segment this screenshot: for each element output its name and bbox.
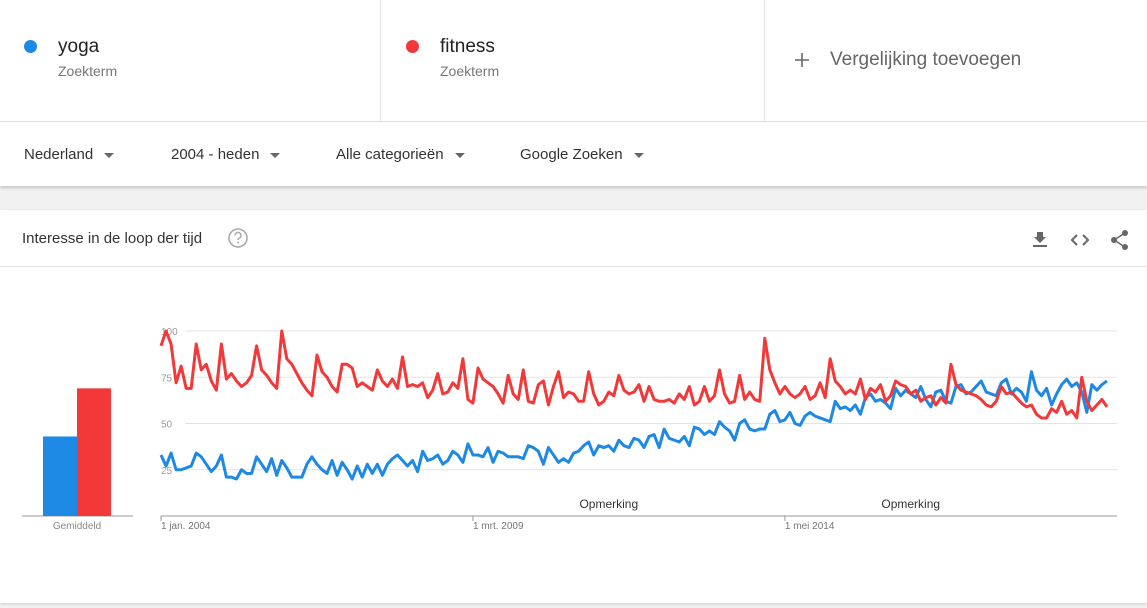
embed-icon[interactable] (1069, 230, 1091, 250)
plus-icon (795, 53, 809, 67)
add-compare-label: Vergelijking toevoegen (830, 49, 1022, 70)
average-bar (77, 388, 111, 516)
card-header: Interesse in de loop der tijd (0, 210, 1147, 267)
add-compare[interactable]: Vergelijking toevoegen (766, 0, 1147, 121)
chart-card: Interesse in de loop der tijd Gemiddeld 2… (0, 210, 1147, 603)
term-name: fitness (440, 36, 495, 57)
average-bar (43, 436, 77, 516)
share-icon[interactable] (1109, 229, 1131, 251)
download-icon[interactable] (1030, 230, 1050, 250)
y-tick-label: 75 (161, 373, 173, 384)
x-tick-label: 1 mrt. 2009 (473, 521, 524, 532)
filter-bar: Nederland 2004 - heden Alle categorieën … (0, 122, 1147, 186)
series-line (159, 329, 1109, 420)
term-subtitle: Zoekterm (58, 63, 118, 79)
y-tick-label: 100 (161, 327, 178, 338)
term-color-dot (406, 40, 419, 53)
y-tick-label: 50 (161, 420, 173, 431)
y-tick-label: 25 (161, 466, 173, 477)
term-yoga[interactable]: yoga Zoekterm (0, 0, 381, 121)
x-tick-label: 1 jan. 2004 (161, 521, 211, 532)
card-title: Interesse in de loop der tijd (22, 230, 203, 247)
term-subtitle: Zoekterm (440, 63, 500, 79)
annotation-label: Opmerking (579, 497, 638, 511)
x-category-label: Gemiddeld (53, 521, 101, 532)
term-fitness[interactable]: fitness Zoekterm (382, 0, 765, 121)
help-icon[interactable] (227, 227, 249, 249)
term-color-dot (24, 40, 37, 53)
series-line (159, 370, 1108, 481)
filter-search-type[interactable]: Google Zoeken (520, 146, 644, 163)
term-header: yoga Zoekterm fitness Zoekterm Vergelijk… (0, 0, 1147, 122)
chart: Gemiddeld 25 50 75 100 1 jan. 2004 1 mrt. 2009… (22, 327, 1117, 532)
filter-category[interactable]: Alle categorieën (336, 146, 465, 163)
filter-period[interactable]: 2004 - heden (171, 146, 280, 163)
x-tick-label: 1 mei 2014 (785, 521, 835, 532)
filter-region[interactable]: Nederland (24, 146, 114, 163)
term-name: yoga (58, 36, 100, 57)
annotation-label: Opmerking (881, 497, 940, 511)
